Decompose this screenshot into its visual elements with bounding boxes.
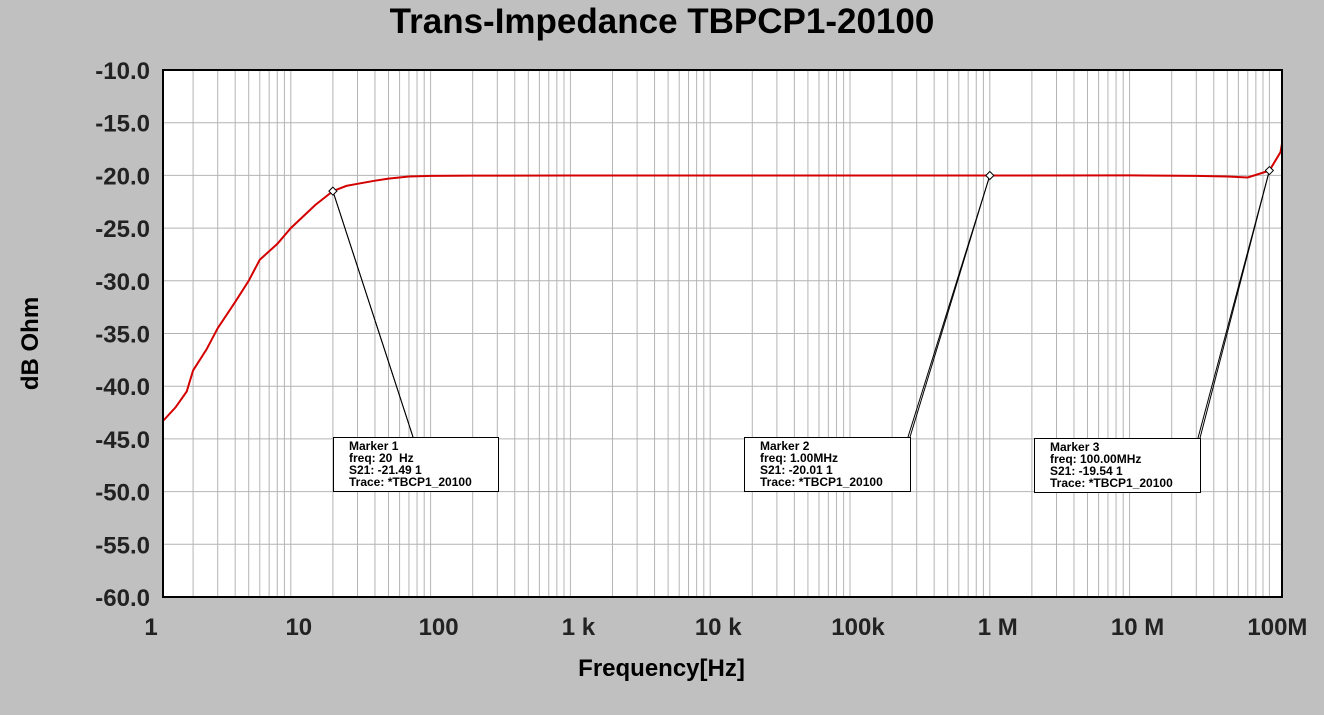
y-tick-label: -40.0 [95, 374, 150, 401]
marker-leader [332, 190, 414, 438]
y-tick-label: -55.0 [95, 532, 150, 559]
marker-text-line: Marker 3 [1050, 440, 1100, 454]
marker-text-line: Trace: *TBCP1_20100 [349, 475, 472, 489]
x-tick-label: 1 [144, 614, 157, 641]
marker-1-box: Marker 1 freq: 20 Hz S21: -21.49 1 Trace: *… [333, 437, 499, 492]
marker-text-line: freq: 20 Hz [349, 451, 414, 465]
y-tick-label: -25.0 [95, 216, 150, 243]
marker-leader [907, 175, 991, 438]
marker-text-line: Trace: *TBCP1_20100 [760, 475, 883, 489]
marker-text-line: Marker 1 [349, 439, 399, 453]
x-tick-label: 10 M [1111, 614, 1164, 641]
marker-text-line: Trace: *TBCP1_20100 [1050, 476, 1173, 490]
y-tick-label: -60.0 [95, 585, 150, 612]
plot-frame [162, 69, 1283, 598]
marker-2-box: Marker 2 freq: 1.00MHz S21: -20.01 1 Trace:… [744, 437, 911, 492]
marker-leader [1197, 170, 1270, 439]
marker-text-line: S21: -21.49 1 [349, 463, 422, 477]
y-tick-label: -35.0 [95, 322, 150, 349]
x-tick-label: 1 M [978, 614, 1018, 641]
x-tick-label: 100M [1247, 614, 1307, 641]
y-tick-label: -45.0 [95, 427, 150, 454]
x-tick-label: 100k [831, 614, 885, 641]
y-tick-label: -15.0 [95, 111, 150, 138]
marker-text-line: freq: 1.00MHz [760, 451, 839, 465]
x-tick-label: 1 k [562, 614, 596, 641]
marker-text-line: S21: -20.01 1 [760, 463, 833, 477]
marker-text-line: S21: -19.54 1 [1050, 464, 1123, 478]
marker-diamond [985, 170, 995, 181]
y-tick-label: -30.0 [95, 269, 150, 296]
marker-text-line: freq: 100.00MHz [1050, 452, 1142, 466]
y-tick-label: -10.0 [95, 58, 150, 85]
x-axis-label: Frequency[Hz] [578, 655, 745, 682]
x-tick-label: 10 [285, 614, 312, 641]
marker-diamond [1264, 165, 1275, 176]
marker-diamond [328, 186, 338, 196]
marker-3-box: Marker 3 freq: 100.00MHz S21: -19.54 1 Trac… [1034, 438, 1201, 493]
x-tick-label: 100 [419, 614, 459, 641]
marker-text-line: Marker 2 [760, 439, 810, 453]
y-tick-label: -50.0 [95, 480, 150, 507]
y-tick-label: -20.0 [95, 163, 150, 190]
series-line [162, 143, 1283, 422]
y-axis-label: dB Ohm [17, 297, 44, 390]
chart-title: Trans-Impedance TBPCP1-20100 [389, 2, 935, 41]
x-tick-label: 10 k [695, 614, 742, 641]
